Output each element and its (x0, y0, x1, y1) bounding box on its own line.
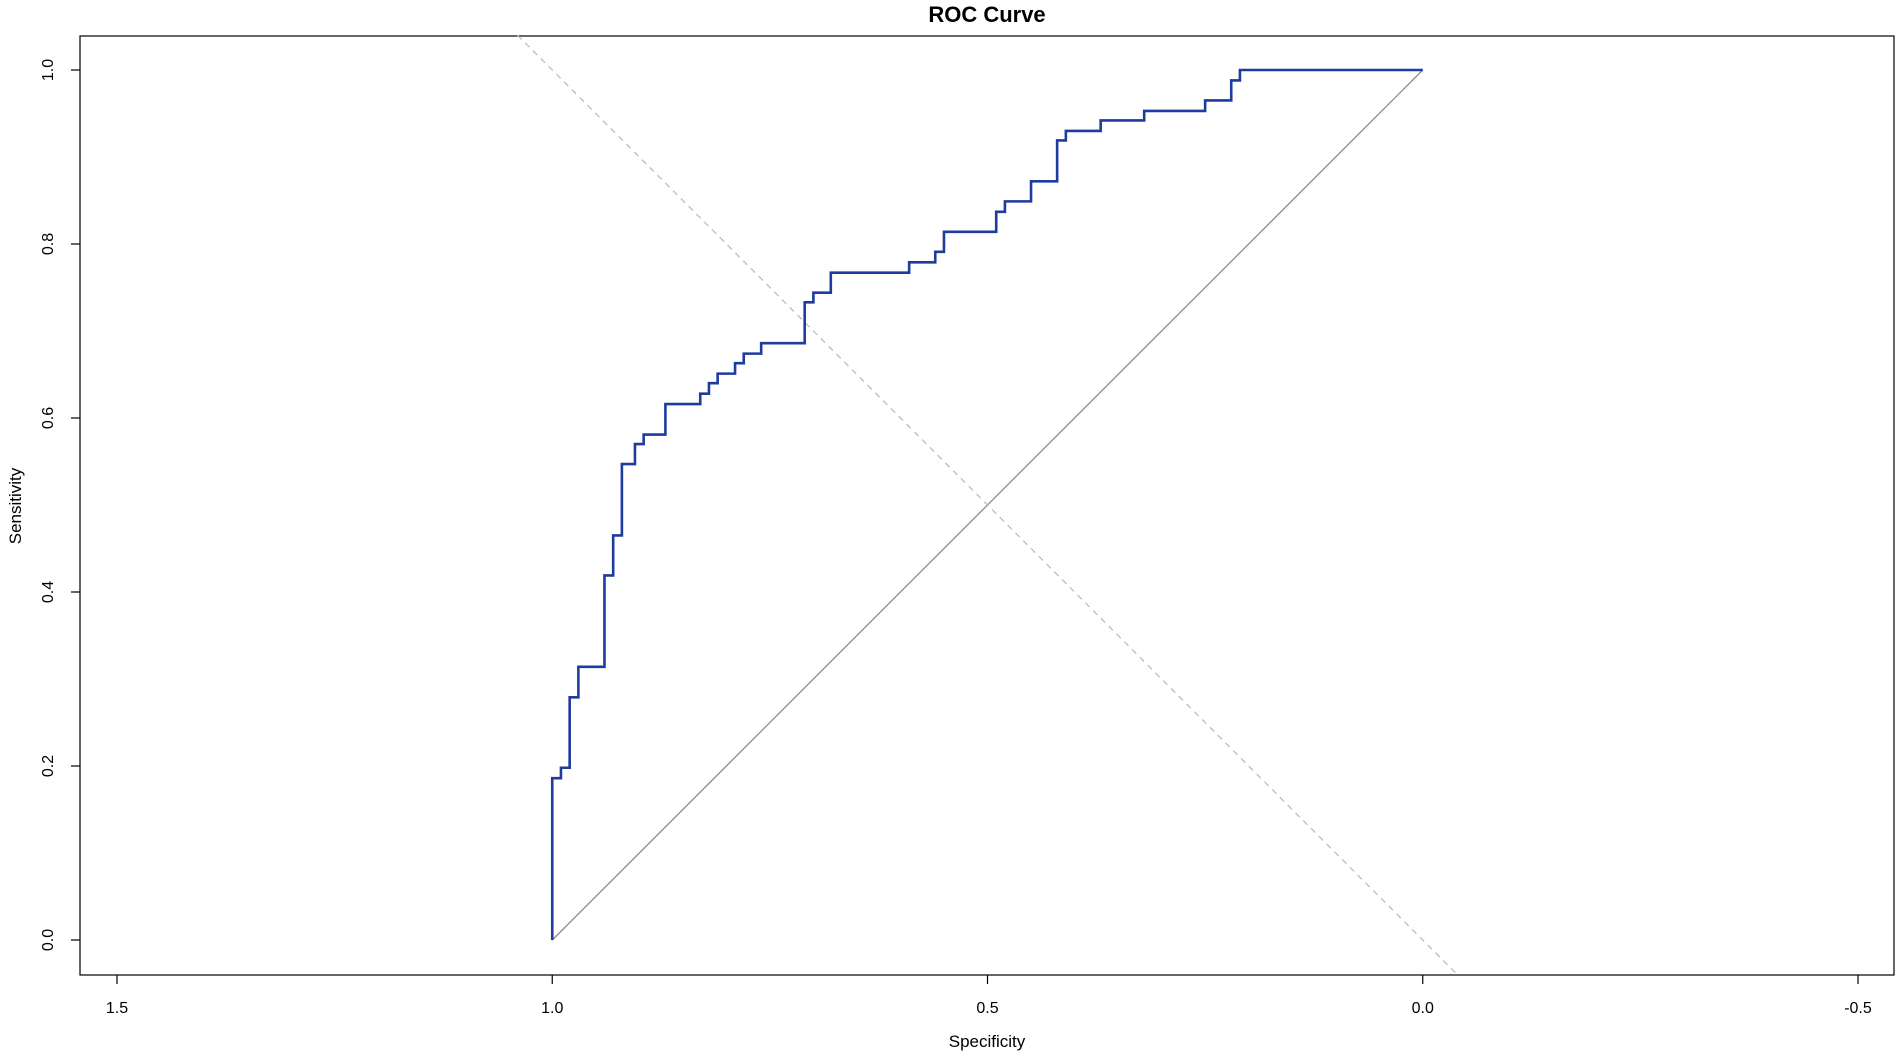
roc-curve-line (550, 68, 1423, 940)
y-tick-label: 0.4 (40, 581, 57, 603)
series-layer (550, 68, 1423, 940)
y-axis: 0.0 0.2 0.4 0.6 0.8 1.0 (40, 59, 80, 951)
y-tick-label: 0.0 (40, 929, 57, 951)
x-axis-label: Specificity (949, 1032, 1026, 1051)
x-tick-label: 0.5 (976, 1000, 998, 1017)
y-tick-label: 0.2 (40, 755, 57, 777)
y-axis-label: Sensitivity (6, 467, 25, 544)
x-tick-label: 0.0 (1412, 1000, 1434, 1017)
reference-line-dashed (516, 34, 1459, 976)
chart-title: ROC Curve (928, 2, 1045, 27)
x-tick-label: 1.5 (106, 1000, 128, 1017)
y-tick-label: 0.6 (40, 407, 57, 429)
y-tick-label: 1.0 (40, 59, 57, 81)
x-tick-label: -0.5 (1844, 1000, 1872, 1017)
reference-lines (516, 34, 1459, 976)
y-tick-label: 0.8 (40, 233, 57, 255)
x-tick-label: 1.0 (541, 1000, 563, 1017)
x-axis: 1.5 1.0 0.5 0.0 -0.5 (106, 975, 1872, 1017)
